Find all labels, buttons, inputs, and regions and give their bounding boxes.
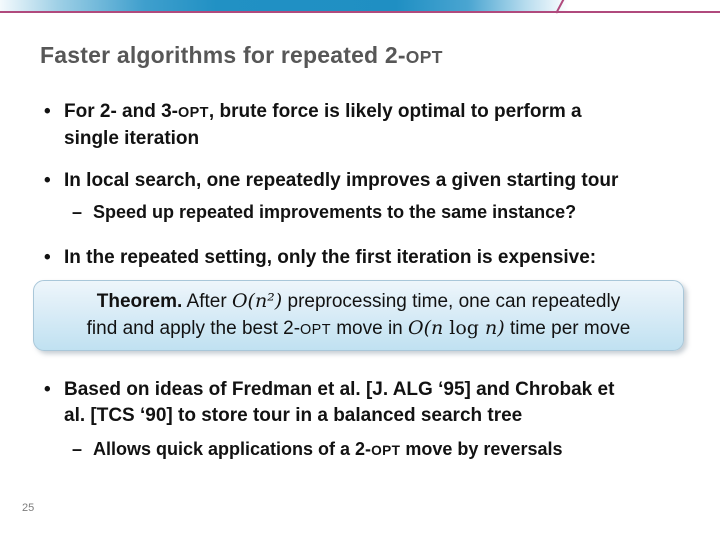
bullet-line: Based on ideas of Fredman et al. [J. ALG…: [64, 379, 615, 400]
dash-icon: –: [72, 439, 83, 459]
bullet-text: Allows quick applications of a 2-: [93, 439, 372, 459]
theorem-text: preprocessing time, one can repeatedly: [282, 291, 621, 312]
bullet-line: For 2- and 3-OPT, brute force is likely …: [64, 99, 694, 126]
bullet-smallcaps: OPT: [178, 105, 209, 121]
bullet-based-on-ideas: • Based on ideas of Fredman et al. [J. A…: [44, 377, 694, 429]
banner-accent-line: [0, 11, 720, 13]
theorem-text: find and apply the best 2-: [86, 318, 301, 339]
bullet-icon: •: [44, 101, 51, 122]
bullet-local-search: • In local search, one repeatedly improv…: [44, 168, 694, 194]
bullet-line: Allows quick applications of a 2-OPT mov…: [93, 437, 720, 463]
subbullet-speed-up: – Speed up repeated improvements to the …: [72, 200, 720, 225]
theorem-box: Theorem. After O(n²) preprocessing time,…: [33, 280, 684, 351]
dash-icon: –: [72, 202, 83, 222]
bullet-line: single iteration: [64, 128, 200, 149]
title-text: Faster algorithms for repeated 2-: [40, 42, 406, 68]
theorem-line-1: Theorem. After O(n²) preprocessing time,…: [34, 288, 683, 315]
slide-title: Faster algorithms for repeated 2-OPT: [40, 42, 443, 69]
theorem-smallcaps: OPT: [300, 322, 331, 338]
bullet-line: al. [TCS ‘90] to store tour in a balance…: [64, 405, 523, 426]
bullet-line: In local search, one repeatedly improves…: [64, 170, 619, 191]
title-smallcaps: OPT: [405, 47, 443, 67]
theorem-label: Theorem.: [96, 291, 183, 312]
theorem-line-2: find and apply the best 2-OPT move in O(…: [34, 315, 683, 343]
math-move-time: n): [478, 317, 505, 339]
bullet-text: For 2- and 3-: [64, 101, 179, 122]
page-number: 25: [22, 502, 35, 514]
math-preprocessing-time: O(n²): [231, 290, 283, 312]
math-log: log: [449, 317, 479, 339]
theorem-text: move in: [330, 318, 409, 339]
theorem-text: time per move: [504, 318, 631, 339]
subbullet-reversals: – Allows quick applications of a 2-OPT m…: [72, 437, 720, 463]
math-move-time: O(n: [408, 317, 450, 339]
bullet-icon: •: [44, 379, 51, 400]
bullet-brute-force: • For 2- and 3-OPT, brute force is likel…: [44, 99, 694, 152]
bullet-text: move by reversals: [400, 439, 563, 459]
banner-blue-gradient-bar: [0, 0, 720, 11]
bullet-smallcaps: OPT: [371, 443, 401, 458]
top-banner: [0, 0, 720, 14]
theorem-text: After: [182, 291, 232, 312]
bullet-text: , brute force is likely optimal to perfo…: [208, 101, 582, 122]
bullet-repeated-setting: • In the repeated setting, only the firs…: [44, 245, 694, 271]
bullet-icon: •: [44, 170, 51, 191]
bullet-line: In the repeated setting, only the first …: [64, 247, 597, 268]
bullet-icon: •: [44, 247, 51, 268]
bullet-line: Speed up repeated improvements to the sa…: [93, 202, 577, 222]
